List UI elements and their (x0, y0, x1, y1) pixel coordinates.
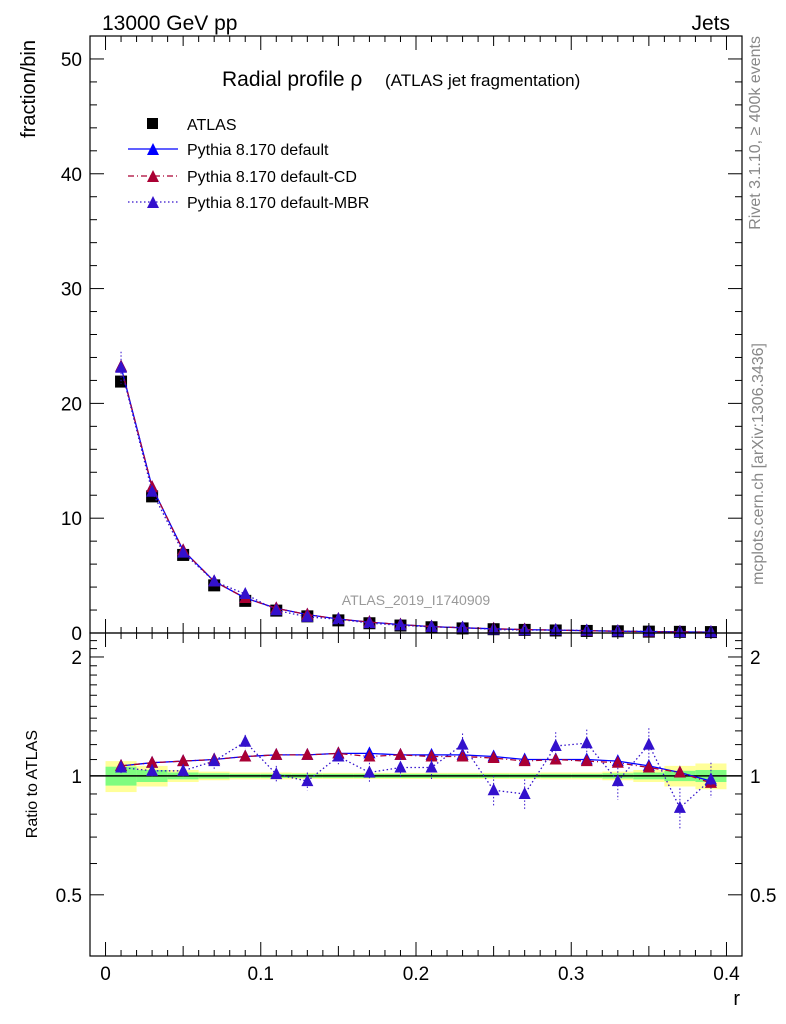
ratio-point-2 (394, 760, 407, 773)
x-tick-label: 0 (100, 964, 111, 985)
header-left: 13000 GeV pp (102, 12, 237, 35)
data-point-3 (456, 620, 469, 633)
ratio-point-2 (580, 736, 593, 749)
ratio-point-1 (177, 754, 190, 767)
ratio-series-line-2 (120, 740, 712, 809)
ratio-point-1 (425, 749, 438, 762)
analysis-label: ATLAS_2019_I1740909 (342, 592, 491, 608)
ratio-point-1 (549, 752, 562, 765)
legend-label-atlas: ATLAS (187, 117, 237, 134)
data-point-3 (394, 618, 407, 631)
x-tick-label: 0.4 (713, 964, 740, 985)
ratio-point-1 (146, 755, 159, 768)
ratio-y-tick-label-left: 2 (71, 648, 82, 669)
legend-label-cd: Pythia 8.170 default-CD (187, 169, 357, 186)
ratio-point-2 (673, 800, 686, 813)
ratio-point-1 (611, 755, 624, 768)
main-y-tick-label: 0 (71, 624, 82, 645)
ratio-point-2 (456, 737, 469, 750)
data-point-3 (208, 574, 221, 587)
ratio-series-line-0 (120, 752, 712, 782)
main-y-tick-label: 40 (61, 165, 82, 186)
ratio-point-2 (487, 783, 500, 796)
x-tick-label: 0.1 (248, 964, 274, 985)
ratio-point-2 (239, 734, 252, 747)
x-tick-label: 0.2 (403, 964, 429, 985)
ratio-y-tick-label-left: 1 (71, 767, 82, 788)
ratio-point-2 (301, 774, 314, 787)
series-line-3 (120, 367, 711, 633)
legend-marker-atlas (147, 118, 158, 129)
mcplots-label: mcplots.cern.ch [arXiv:1306.3436] (750, 343, 767, 585)
header-right: Jets (691, 12, 730, 35)
data-point-3 (115, 360, 128, 373)
ratio-point-2 (642, 737, 655, 750)
ratio-point-1 (301, 747, 314, 760)
ratio-point-2 (704, 772, 717, 785)
data-point-3 (332, 612, 345, 625)
main-y-tick-label: 50 (61, 50, 82, 71)
ratio-point-1 (673, 765, 686, 778)
chart-title: Radial profile ρ (222, 68, 362, 91)
legend: ATLAS Pythia 8.170 default Pythia 8.170 … (128, 117, 369, 212)
ratio-point-1 (394, 747, 407, 760)
ratio-point-1 (270, 747, 283, 760)
ratio-point-2 (518, 786, 531, 799)
chart-subtitle: (ATLAS jet fragmentation) (385, 71, 580, 90)
legend-marker-cd (147, 170, 159, 182)
legend-label-mbr: Pythia 8.170 default-MBR (187, 195, 369, 212)
ratio-point-1 (239, 749, 252, 762)
ratio-point-1 (580, 754, 593, 767)
ratio-point-2 (270, 767, 283, 780)
x-tick-label: 0.3 (558, 964, 584, 985)
ratio-point-2 (177, 763, 190, 776)
ratio-point-2 (208, 754, 221, 767)
ratio-plot-frame (89, 632, 743, 957)
ratio-point-2 (611, 774, 624, 787)
legend-label-default: Pythia 8.170 default (187, 142, 329, 159)
main-y-axis-label: fraction/bin (18, 40, 40, 138)
main-y-tick-label: 10 (61, 509, 82, 530)
data-point-3 (146, 484, 159, 497)
data-point-3 (425, 619, 438, 632)
data-point-3 (270, 603, 283, 616)
ratio-point-1 (363, 749, 376, 762)
ratio-series-line-1 (120, 752, 712, 784)
data-point-3 (239, 586, 252, 599)
ratio-y-tick-label-right: 2 (750, 648, 761, 669)
rivet-label: Rivet 3.1.10, ≥ 400k events (747, 36, 764, 230)
ratio-point-2 (363, 765, 376, 778)
ratio-point-2 (332, 749, 345, 762)
ratio-point-2 (146, 763, 159, 776)
ratio-point-2 (115, 760, 128, 773)
ratio-y-axis-label: Ratio to ATLAS (24, 730, 41, 838)
ratio-point-1 (642, 760, 655, 773)
data-point-3 (363, 616, 376, 629)
data-point-3 (177, 545, 190, 558)
ratio-point-2 (549, 739, 562, 752)
legend-marker-default (147, 143, 159, 155)
ratio-point-1 (487, 750, 500, 763)
ratio-y-tick-label-right: 1 (750, 767, 761, 788)
ratio-y-tick-label-right: 0.5 (750, 886, 776, 907)
ratio-point-1 (518, 754, 531, 767)
ratio-y-tick-label-left: 0.5 (56, 886, 82, 907)
data-point-3 (301, 609, 314, 622)
legend-marker-mbr (147, 196, 159, 208)
ratio-point-2 (425, 760, 438, 773)
main-y-tick-label: 20 (61, 394, 82, 415)
main-y-tick-label: 30 (61, 280, 82, 301)
x-axis-label: r (733, 988, 740, 1010)
